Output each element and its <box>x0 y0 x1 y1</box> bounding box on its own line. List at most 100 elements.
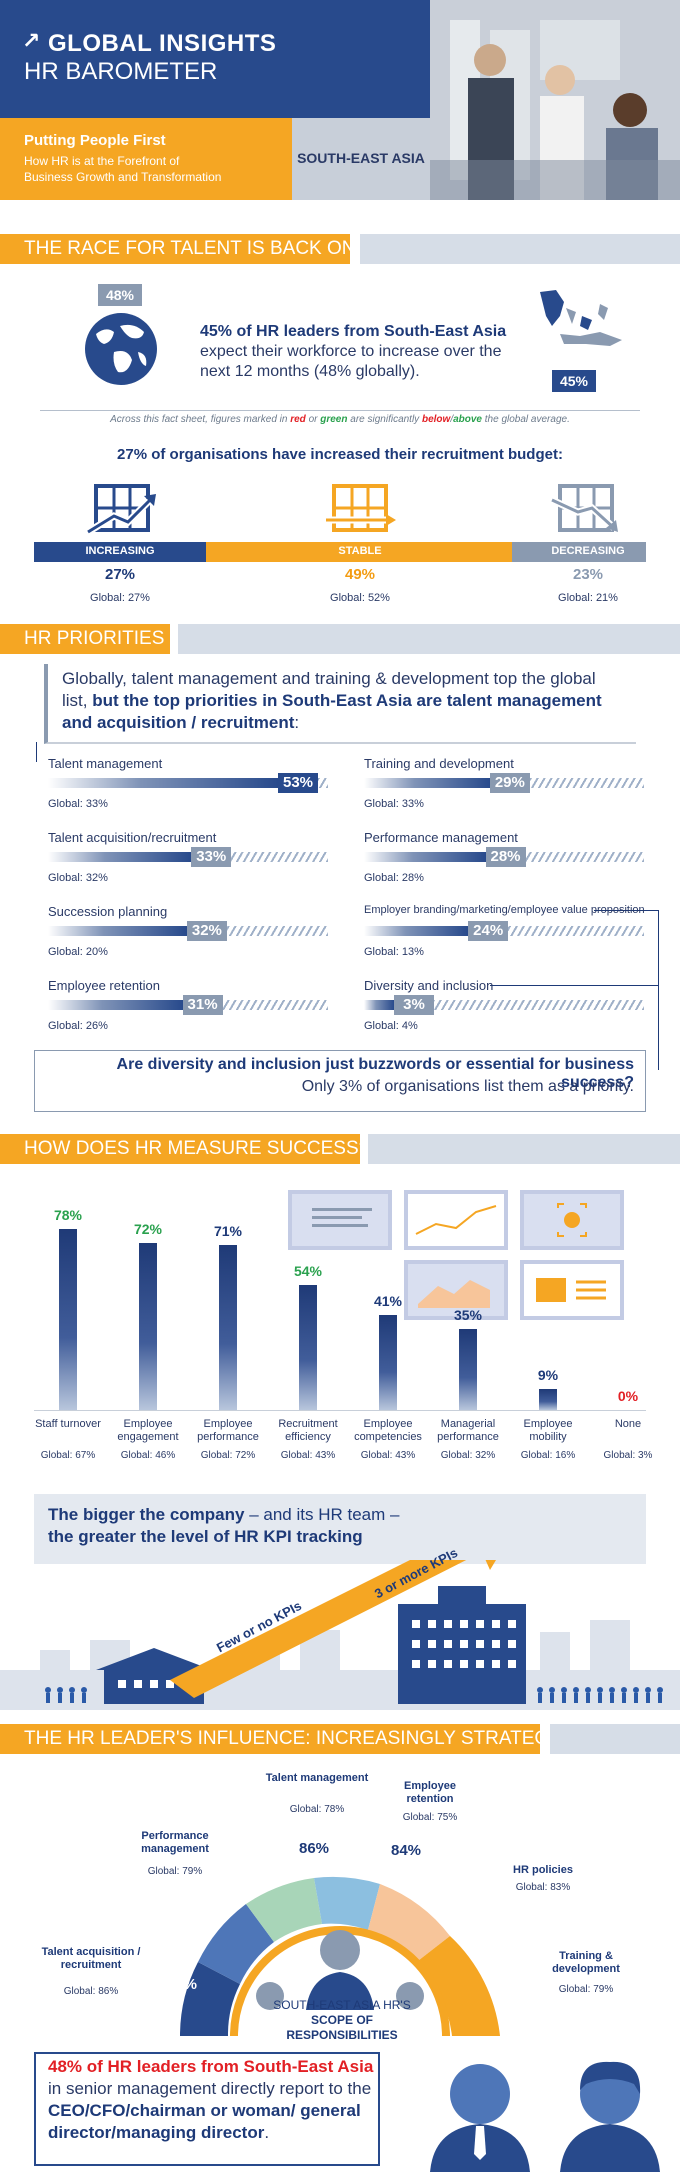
responsibility-global: Global: 78% <box>289 1804 345 1815</box>
responsibility-label: Talent acquisition / recruitment <box>41 1946 141 1971</box>
priority-label: Employee retention <box>48 978 161 993</box>
decreasing-chart-icon <box>550 484 618 532</box>
kpi-bar <box>299 1284 317 1410</box>
priority-label: Employer branding/marketing/employee val… <box>364 904 645 916</box>
kpi-bar <box>219 1245 237 1410</box>
responsibilities-arc <box>179 1876 500 2037</box>
priority-bar-remainder <box>318 778 328 788</box>
kpi-global-label: Global: 72% <box>200 1450 256 1461</box>
increasing-chart-icon <box>86 484 156 535</box>
kpi-bar <box>539 1389 557 1410</box>
responsibility-label: HR policies <box>513 1864 573 1876</box>
kpi-bar <box>379 1314 397 1410</box>
table-tile-icon <box>520 1260 624 1320</box>
responsibility-value: 90% <box>166 1976 198 1993</box>
header-photo <box>430 0 680 200</box>
stable-label: STABLE <box>338 545 382 557</box>
section-talent-header: THE RACE FOR TALENT IS BACK ON <box>0 234 680 264</box>
kpi-value-label: 9% <box>537 1367 559 1384</box>
stable-global: Global: 52% <box>330 592 390 604</box>
responsibility-label: Employee retention <box>404 1780 456 1805</box>
kpi-value-label: 0% <box>617 1388 639 1404</box>
responsibility-value: 79% <box>514 1960 546 1977</box>
decreasing-label: DECREASING <box>551 545 625 557</box>
globe-icon <box>85 313 157 385</box>
kpi-global-label: Global: 67% <box>40 1450 96 1461</box>
kpi-category-label: Managerial performance <box>437 1418 499 1443</box>
increasing-value: 27% <box>104 566 136 583</box>
diversity-question: Are diversity and inclusion just buzzwor… <box>116 1056 634 1091</box>
section-title: HOW DOES HR MEASURE SUCCESS? <box>0 1134 369 1164</box>
divider <box>40 410 640 411</box>
kpi-category-label: Employee engagement <box>117 1418 179 1443</box>
kpi-value-label: 35% <box>453 1306 483 1323</box>
priority-value: 24% <box>468 921 509 941</box>
header-title: GLOBAL INSIGHTS <box>48 30 277 57</box>
priority-global: Global: 33% <box>48 798 108 810</box>
executives-icon <box>430 2061 660 2172</box>
priority-global: Global: 26% <box>48 1020 108 1032</box>
responsibility-global: Global: 86% <box>63 1986 119 1997</box>
stable-chart-icon <box>326 484 396 532</box>
priority-global: Global: 13% <box>364 946 424 958</box>
responsibility-global: Global: 79% <box>147 1866 203 1877</box>
kpi-global-label: Global: 43% <box>280 1450 336 1461</box>
responsibility-label: Talent management <box>265 1772 369 1784</box>
kpi-global-label: Global: 46% <box>120 1450 176 1461</box>
section-title: THE HR LEADER'S INFLUENCE: INCREASINGLY … <box>0 1724 568 1754</box>
section-priorities-header: HR PRIORITIES <box>0 624 680 654</box>
priority-global: Global: 20% <box>48 946 108 958</box>
kpi-value-label: 54% <box>293 1262 323 1279</box>
priority-bar <box>48 852 192 862</box>
decreasing-value: 23% <box>572 566 604 583</box>
priority-label: Talent management <box>48 756 163 771</box>
priority-label: Training and development <box>364 756 514 771</box>
priority-value: 32% <box>186 921 227 941</box>
increasing-band <box>34 542 206 562</box>
reporting-box <box>34 2052 380 2166</box>
sea-map-icon <box>540 290 622 346</box>
region-badge: SOUTH-EAST ASIA <box>292 118 430 200</box>
responsibility-value: 84% <box>390 1842 422 1859</box>
priority-bar <box>48 778 279 788</box>
priority-value: 29% <box>489 773 530 793</box>
priority-label: Performance management <box>364 830 518 845</box>
kpi-value-label: 71% <box>213 1223 243 1240</box>
significance-note: Across this fact sheet, figures marked i… <box>110 414 570 425</box>
connector-line <box>36 742 37 762</box>
priority-bar-remainder <box>434 1000 644 1010</box>
reporting-text: 48% of HR leaders from South-East Asia i… <box>48 2057 374 2142</box>
connector-line <box>594 910 658 911</box>
priority-global: Global: 32% <box>48 872 108 884</box>
kpi-value-label: 41% <box>373 1292 403 1309</box>
priority-bar-remainder <box>226 926 328 936</box>
section-influence-header: THE HR LEADER'S INFLUENCE: INCREASINGLY … <box>0 1724 680 1754</box>
arrow-icon: ↗ <box>22 28 41 53</box>
priority-value: 33% <box>191 847 232 867</box>
kpi-bar <box>459 1328 477 1410</box>
priority-bar-remainder <box>508 926 644 936</box>
connector-line <box>490 985 658 986</box>
workforce-headline: 45% of HR leaders from South-East Asia e… <box>200 323 507 380</box>
responsibility-value: 82% <box>472 1884 504 1901</box>
line-chart-tile-icon <box>404 1190 508 1250</box>
priority-bar <box>364 778 490 788</box>
kpi-global-label: Global: 43% <box>360 1450 416 1461</box>
kpi-baseline <box>34 1410 646 1411</box>
section-measure-header: HOW DOES HR MEASURE SUCCESS? <box>0 1134 680 1164</box>
section-title: HR PRIORITIES <box>0 624 170 654</box>
increasing-global: Global: 27% <box>90 592 150 604</box>
kpi-value-label: 78% <box>53 1207 83 1224</box>
kpi-category-label: None <box>614 1418 642 1430</box>
priority-value: 28% <box>485 847 526 867</box>
priority-bar <box>48 1000 183 1010</box>
kpi-category-label: Recruitment efficiency <box>278 1418 338 1443</box>
region-label: SOUTH-EAST ASIA <box>297 150 425 166</box>
tagline-sub-1: How HR is at the Forefront of <box>24 154 180 168</box>
priority-bar <box>364 1000 394 1010</box>
priority-bar <box>364 852 486 862</box>
diversity-answer: Only 3% of organisations list them as a … <box>301 1078 634 1095</box>
priority-bar-remainder <box>525 852 644 862</box>
priority-global: Global: 28% <box>364 872 424 884</box>
kpi-tracking-headline: The bigger the company – and its HR team… <box>48 1505 400 1546</box>
